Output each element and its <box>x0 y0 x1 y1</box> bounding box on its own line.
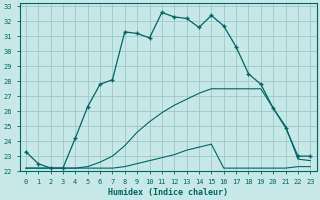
X-axis label: Humidex (Indice chaleur): Humidex (Indice chaleur) <box>108 188 228 197</box>
